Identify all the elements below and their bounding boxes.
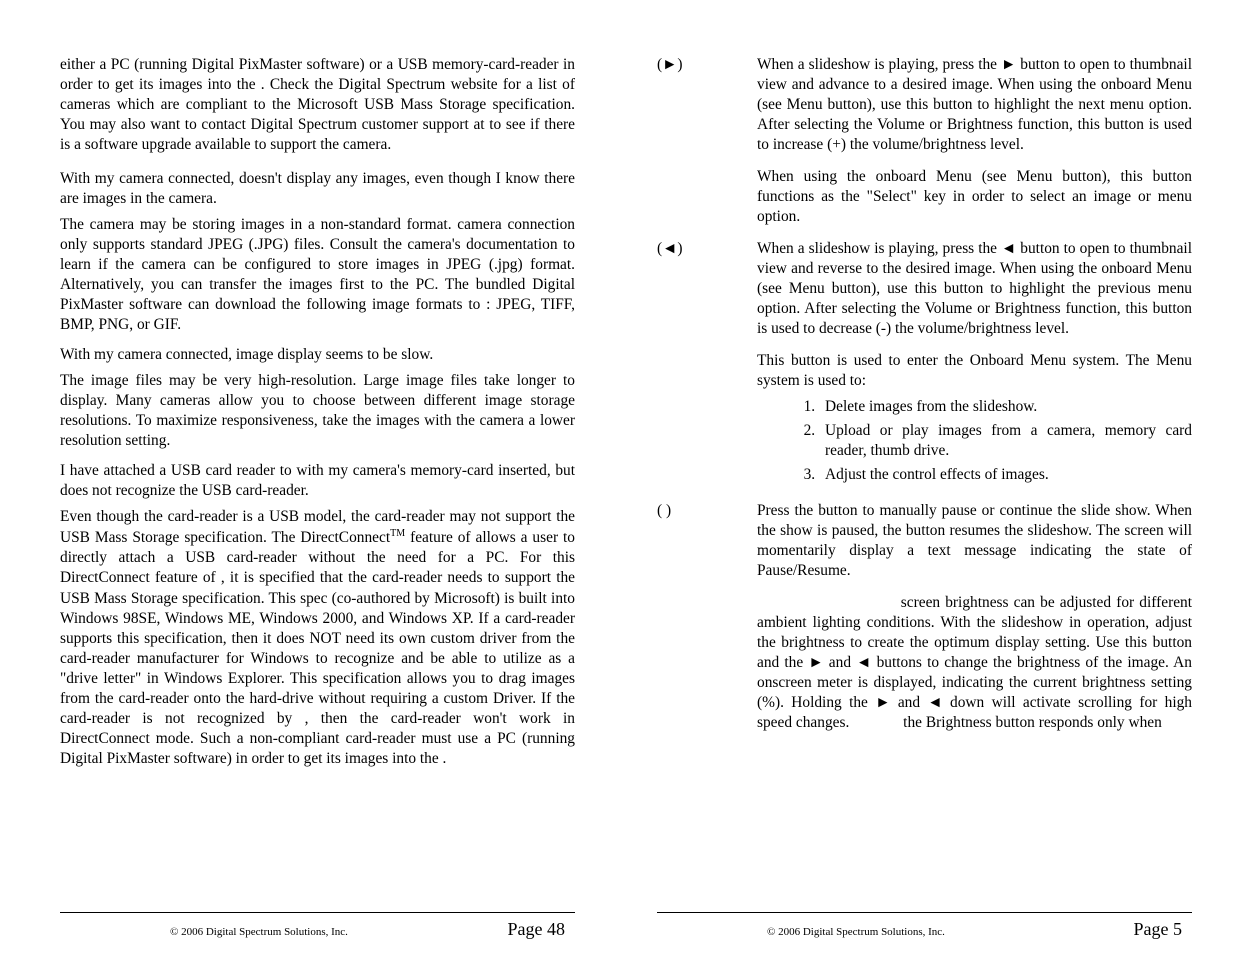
left-page-number: Page 48 — [508, 919, 576, 940]
answer-2: The camera may be storing images in a no… — [60, 215, 575, 335]
forward-icon: (►) — [657, 55, 757, 155]
row-pause: ( ) Press the button to manually pause o… — [657, 501, 1192, 581]
menu-item-1: Delete images from the slideshow. — [819, 397, 1192, 417]
left-footer: © 2006 Digital Spectrum Solutions, Inc. … — [60, 912, 575, 940]
menu-list: Delete images from the slideshow. Upload… — [757, 397, 1192, 485]
para-intro: either a PC (running Digital PixMaster s… — [60, 55, 575, 155]
row-back: (◄) When a slideshow is playing, press t… — [657, 239, 1192, 339]
answer-4b: feature of allows a user to directly att… — [60, 529, 575, 766]
question-2: With my camera connected, doesn't displa… — [60, 169, 575, 209]
document-spread: either a PC (running Digital PixMaster s… — [0, 0, 1235, 954]
question-3: With my camera connected, image display … — [60, 345, 575, 365]
brightness-text: screen brightness can be adjusted for di… — [757, 593, 1192, 733]
forward-text: When a slideshow is playing, press the ►… — [757, 55, 1192, 155]
right-footer: © 2006 Digital Spectrum Solutions, Inc. … — [657, 912, 1192, 940]
back-text: When a slideshow is playing, press the ◄… — [757, 239, 1192, 339]
menu-text: This button is used to enter the Onboard… — [757, 351, 1192, 391]
row-brightness: screen brightness can be adjusted for di… — [657, 593, 1192, 733]
row-menu: This button is used to enter the Onboard… — [657, 351, 1192, 391]
left-copyright: © 2006 Digital Spectrum Solutions, Inc. — [60, 926, 348, 938]
right-body: (►) When a slideshow is playing, press t… — [657, 55, 1192, 733]
left-page: either a PC (running Digital PixMaster s… — [0, 0, 617, 954]
row-select: When using the onboard Menu (see Menu bu… — [657, 167, 1192, 227]
menu-item-3: Adjust the control effects of images. — [819, 465, 1192, 485]
question-4: I have attached a USB card reader to wit… — [60, 461, 575, 501]
pause-icon: ( ) — [657, 501, 757, 581]
answer-3: The image files may be very high-resolut… — [60, 371, 575, 451]
select-label — [657, 167, 757, 227]
right-copyright: © 2006 Digital Spectrum Solutions, Inc. — [657, 926, 945, 938]
brightness-label — [657, 593, 757, 733]
pause-text: Press the button to manually pause or co… — [757, 501, 1192, 581]
trademark-symbol: TM — [390, 528, 405, 539]
menu-item-2: Upload or play images from a camera, mem… — [819, 421, 1192, 461]
row-menu-list: Delete images from the slideshow. Upload… — [657, 397, 1192, 489]
row-forward: (►) When a slideshow is playing, press t… — [657, 55, 1192, 155]
answer-4: Even though the card-reader is a USB mod… — [60, 507, 575, 768]
menu-label — [657, 351, 757, 391]
left-body: either a PC (running Digital PixMaster s… — [60, 55, 575, 769]
back-icon: (◄) — [657, 239, 757, 339]
right-page-number: Page 5 — [1134, 919, 1193, 940]
right-page: (►) When a slideshow is playing, press t… — [617, 0, 1234, 954]
select-text: When using the onboard Menu (see Menu bu… — [757, 167, 1192, 227]
